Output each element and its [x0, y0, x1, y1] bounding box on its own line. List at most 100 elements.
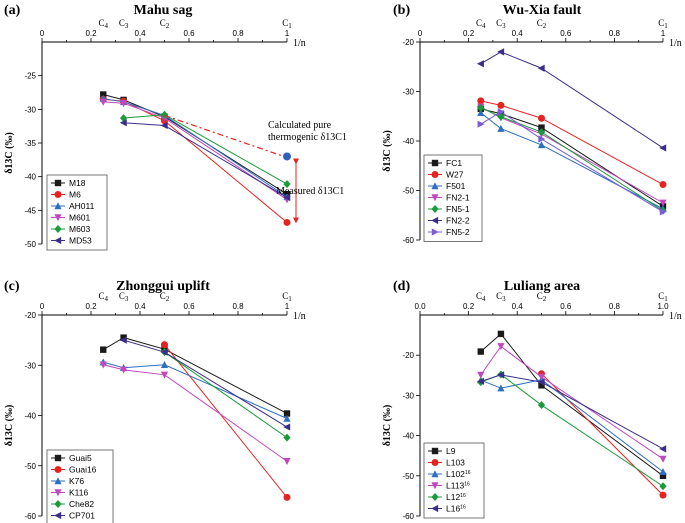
series-line: [480, 108, 664, 207]
legend-label: L11316: [446, 481, 470, 491]
legend-marker: [431, 228, 439, 236]
data-point: [283, 493, 291, 501]
carbon-label-number: 4: [482, 295, 486, 303]
carbon-label-number: 1: [288, 295, 292, 303]
data-point: [120, 334, 127, 341]
legend-name: L9: [446, 446, 456, 456]
legend-label: L1616: [446, 504, 466, 514]
legend-name: K76: [69, 476, 84, 486]
legend-name: AH011: [69, 201, 95, 211]
legend-marker: [431, 216, 439, 225]
legend-name: M601: [69, 213, 91, 223]
x-tick-label: 0: [418, 29, 423, 38]
carbon-label-c3: C3: [119, 291, 129, 303]
legend-label: L10216: [446, 469, 471, 479]
series-ah011: [99, 94, 291, 201]
carbon-label-letter: C: [98, 291, 104, 301]
legend-name: L12: [446, 492, 460, 502]
y-tick-label: -30: [402, 88, 414, 97]
x-tick-label: 0.8: [232, 302, 244, 311]
x-tick-label: 0.4: [134, 302, 146, 311]
legend-marker: [54, 179, 62, 187]
carbon-label-c2: C2: [160, 291, 170, 303]
y-axis-title: δ13C (‰): [4, 132, 15, 174]
legend-label: FN2-2: [446, 216, 470, 226]
carbon-label-c1: C1: [658, 291, 668, 303]
carbon-label-number: 4: [105, 295, 109, 303]
data-point: [497, 112, 505, 121]
series-line: [103, 361, 288, 419]
y-tick-label: -30: [402, 391, 414, 400]
carbon-label-number: 1: [664, 22, 668, 30]
data-point: [659, 455, 667, 463]
series-line: [480, 111, 664, 213]
data-point: [659, 482, 667, 491]
series-line: [123, 339, 288, 428]
x-tick-label: 1: [285, 302, 290, 311]
y-tick-label: -35: [24, 139, 36, 148]
data-point: [497, 124, 505, 132]
series-line: [480, 100, 664, 185]
panel-label: (b): [393, 3, 410, 18]
legend-marker: [54, 236, 62, 245]
calculated-point: [283, 152, 291, 161]
carbon-label-letter: C: [658, 291, 664, 301]
data-point: [119, 119, 127, 127]
legend-label: K76: [69, 476, 84, 486]
x-tick-label: 0: [40, 302, 45, 311]
data-point: [99, 98, 107, 106]
data-point: [497, 48, 505, 56]
data-point: [99, 361, 107, 369]
carbon-label-number: 2: [543, 295, 547, 303]
data-point: [659, 208, 667, 216]
data-point: [477, 97, 485, 105]
data-point: [659, 445, 667, 453]
carbon-label-c4: C4: [98, 291, 108, 303]
carbon-label-c2: C2: [537, 18, 547, 30]
data-point: [659, 144, 667, 152]
data-point: [160, 371, 169, 379]
series-l103: [538, 370, 667, 499]
carbon-label-number: 4: [482, 22, 486, 30]
carbon-label-c2: C2: [160, 18, 170, 30]
y-tick-label: -50: [402, 187, 414, 196]
series-l9: [477, 330, 667, 479]
legend-label: L1216: [446, 492, 466, 502]
x-tick-label: 1.0: [657, 302, 669, 311]
carbon-label-number: 3: [125, 22, 129, 30]
data-point: [659, 181, 667, 189]
panel-title: Luliang area: [504, 279, 580, 294]
carbon-label-number: 2: [543, 22, 547, 30]
legend-marker: [431, 194, 439, 202]
x-tick-label: 0.4: [134, 29, 146, 38]
carbon-label-number: 3: [125, 295, 129, 303]
carbon-label-letter: C: [496, 18, 502, 28]
x-tick-label: 1: [285, 29, 290, 38]
series-m6: [99, 95, 291, 226]
series-guai16: [161, 341, 291, 501]
legend-label: W27: [446, 170, 464, 180]
legend-marker: [54, 214, 62, 222]
data-point: [283, 193, 291, 202]
legend-name: FN5-1: [446, 204, 470, 214]
legend-box: [423, 442, 485, 519]
legend-marker: [431, 159, 439, 167]
x-tick-label: 0.8: [609, 29, 621, 38]
y-tick-label: -40: [402, 432, 414, 441]
data-point: [497, 384, 505, 392]
data-point: [283, 414, 291, 422]
legend-label: M603: [69, 224, 91, 234]
legend-label: FN5-2: [446, 227, 470, 237]
carbon-label-letter: C: [282, 291, 288, 301]
x-tick-label: 0.2: [463, 302, 475, 311]
x-tick-label: 0.6: [183, 302, 195, 311]
legend-name: MD53: [69, 236, 92, 246]
carbon-label-letter: C: [119, 18, 125, 28]
series-w27: [477, 97, 667, 189]
carbon-label-c1: C1: [282, 291, 292, 303]
series-guai5: [100, 334, 291, 417]
series-line: [102, 337, 288, 414]
